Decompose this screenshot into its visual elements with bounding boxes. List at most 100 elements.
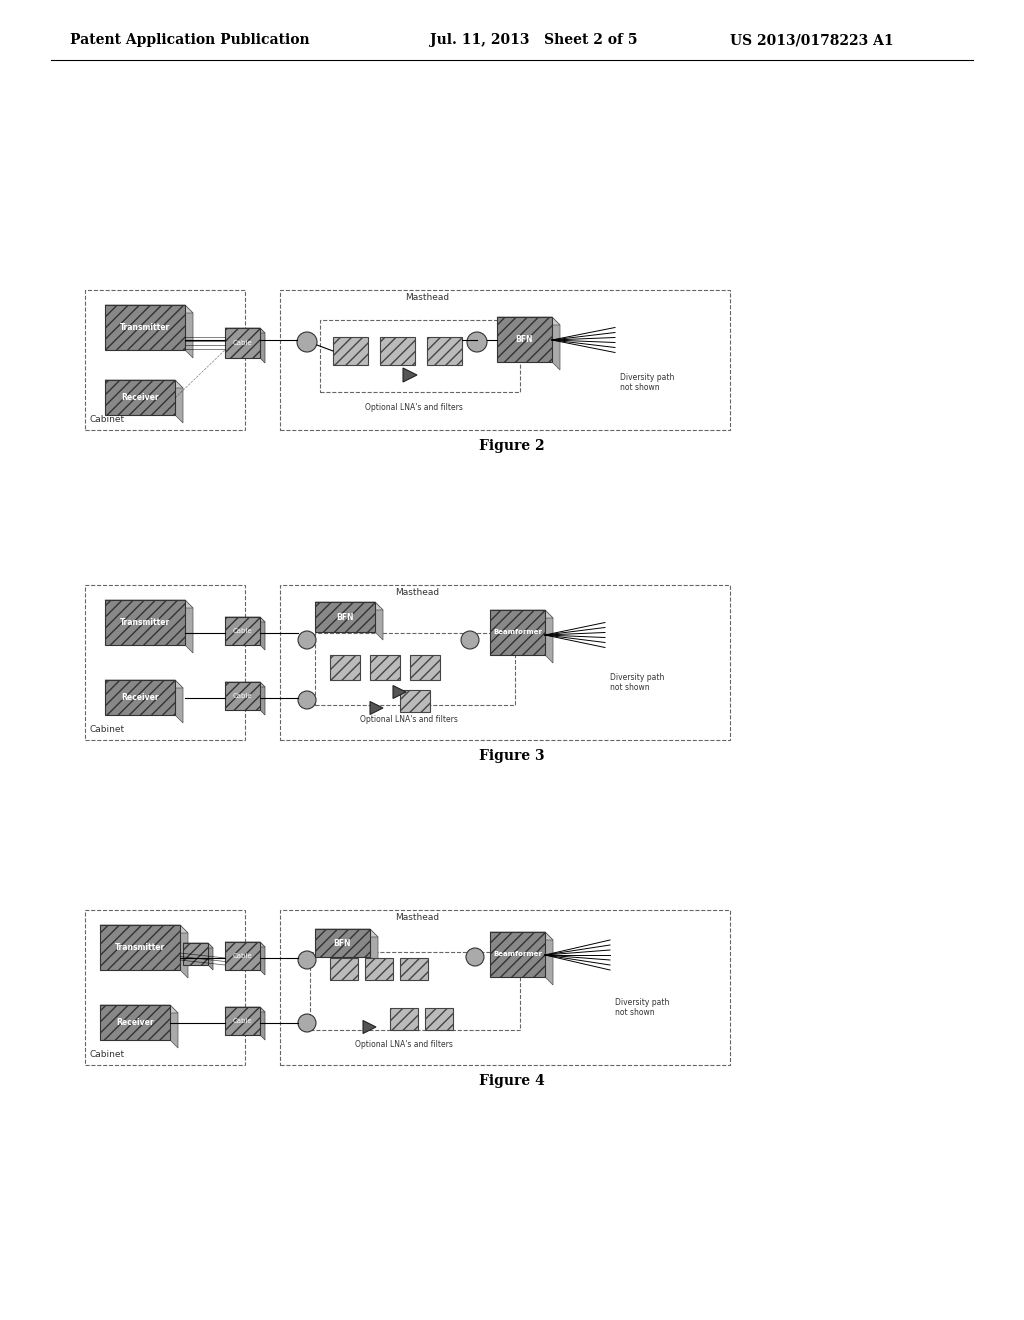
Polygon shape — [403, 368, 417, 381]
FancyBboxPatch shape — [225, 1007, 260, 1035]
Text: Cabinet: Cabinet — [90, 725, 125, 734]
FancyBboxPatch shape — [333, 337, 368, 366]
FancyBboxPatch shape — [225, 942, 260, 970]
Text: Diversity path
not shown: Diversity path not shown — [615, 998, 670, 1016]
Polygon shape — [225, 942, 265, 946]
Text: Beamformer: Beamformer — [493, 952, 542, 957]
Circle shape — [467, 333, 487, 352]
FancyBboxPatch shape — [183, 942, 208, 965]
Polygon shape — [552, 317, 560, 370]
Text: Diversity path
not shown: Diversity path not shown — [620, 372, 675, 392]
Polygon shape — [175, 680, 183, 723]
Text: Transmitter: Transmitter — [120, 323, 170, 333]
Polygon shape — [315, 602, 383, 610]
FancyBboxPatch shape — [330, 655, 360, 680]
FancyBboxPatch shape — [105, 380, 175, 414]
FancyBboxPatch shape — [400, 690, 430, 711]
Circle shape — [297, 333, 317, 352]
Polygon shape — [225, 1007, 265, 1012]
Polygon shape — [225, 327, 265, 333]
FancyBboxPatch shape — [490, 610, 545, 655]
Polygon shape — [100, 1005, 178, 1012]
Text: Cable: Cable — [232, 693, 252, 700]
Circle shape — [298, 1014, 316, 1032]
FancyBboxPatch shape — [330, 958, 358, 979]
Text: Cable: Cable — [232, 628, 252, 634]
Polygon shape — [370, 701, 383, 714]
Polygon shape — [490, 932, 553, 940]
FancyBboxPatch shape — [380, 337, 415, 366]
Polygon shape — [185, 305, 193, 358]
FancyBboxPatch shape — [365, 958, 393, 979]
Circle shape — [298, 690, 316, 709]
FancyBboxPatch shape — [315, 602, 375, 632]
Polygon shape — [170, 1005, 178, 1048]
Circle shape — [298, 631, 316, 649]
Polygon shape — [105, 601, 193, 609]
Polygon shape — [225, 616, 265, 622]
Polygon shape — [260, 327, 265, 363]
Text: Cable: Cable — [232, 1018, 252, 1024]
Polygon shape — [362, 1020, 376, 1034]
FancyBboxPatch shape — [105, 305, 185, 350]
Polygon shape — [105, 305, 193, 313]
Text: Optional LNA's and filters: Optional LNA's and filters — [355, 1040, 453, 1049]
Text: Masthead: Masthead — [395, 587, 439, 597]
Text: Cable: Cable — [232, 953, 252, 960]
FancyBboxPatch shape — [225, 682, 260, 710]
Circle shape — [466, 948, 484, 966]
Polygon shape — [100, 925, 188, 933]
FancyBboxPatch shape — [225, 327, 260, 358]
Text: Cabinet: Cabinet — [90, 1049, 125, 1059]
Polygon shape — [180, 925, 188, 978]
Text: Figure 3: Figure 3 — [479, 748, 545, 763]
Text: Optional LNA's and filters: Optional LNA's and filters — [360, 715, 458, 723]
Text: Masthead: Masthead — [395, 913, 439, 921]
Polygon shape — [393, 685, 406, 698]
FancyBboxPatch shape — [490, 932, 545, 977]
Text: Transmitter: Transmitter — [115, 942, 165, 952]
Text: BFN: BFN — [516, 335, 534, 345]
Text: BFN: BFN — [336, 612, 353, 622]
Text: Transmitter: Transmitter — [120, 618, 170, 627]
Polygon shape — [370, 929, 378, 965]
Polygon shape — [497, 317, 560, 325]
Polygon shape — [175, 380, 183, 422]
Text: Masthead: Masthead — [406, 293, 450, 302]
Text: Figure 2: Figure 2 — [479, 440, 545, 453]
FancyBboxPatch shape — [425, 1008, 453, 1030]
Polygon shape — [260, 682, 265, 715]
Text: BFN: BFN — [334, 939, 351, 948]
Polygon shape — [375, 602, 383, 640]
Polygon shape — [260, 1007, 265, 1040]
FancyBboxPatch shape — [390, 1008, 418, 1030]
Polygon shape — [545, 610, 553, 663]
FancyBboxPatch shape — [100, 1005, 170, 1040]
Polygon shape — [105, 380, 183, 388]
Polygon shape — [260, 616, 265, 649]
FancyBboxPatch shape — [497, 317, 552, 362]
Circle shape — [461, 631, 479, 649]
FancyBboxPatch shape — [105, 601, 185, 645]
Text: Receiver: Receiver — [121, 693, 159, 702]
FancyBboxPatch shape — [225, 616, 260, 645]
Polygon shape — [490, 610, 553, 618]
Polygon shape — [185, 601, 193, 653]
Polygon shape — [183, 942, 213, 948]
FancyBboxPatch shape — [427, 337, 462, 366]
Polygon shape — [225, 682, 265, 686]
Text: Beamformer: Beamformer — [493, 630, 542, 635]
Polygon shape — [105, 680, 183, 688]
Text: Diversity path
not shown: Diversity path not shown — [610, 673, 665, 692]
FancyBboxPatch shape — [315, 929, 370, 957]
FancyBboxPatch shape — [370, 655, 400, 680]
Text: Jul. 11, 2013   Sheet 2 of 5: Jul. 11, 2013 Sheet 2 of 5 — [430, 33, 638, 48]
Text: Receiver: Receiver — [116, 1018, 154, 1027]
FancyBboxPatch shape — [105, 680, 175, 715]
Text: Cable: Cable — [232, 341, 252, 346]
Text: Figure 4: Figure 4 — [479, 1074, 545, 1088]
Text: Optional LNA's and filters: Optional LNA's and filters — [365, 403, 463, 412]
Circle shape — [298, 950, 316, 969]
FancyBboxPatch shape — [400, 958, 428, 979]
Text: Cabinet: Cabinet — [90, 414, 125, 424]
